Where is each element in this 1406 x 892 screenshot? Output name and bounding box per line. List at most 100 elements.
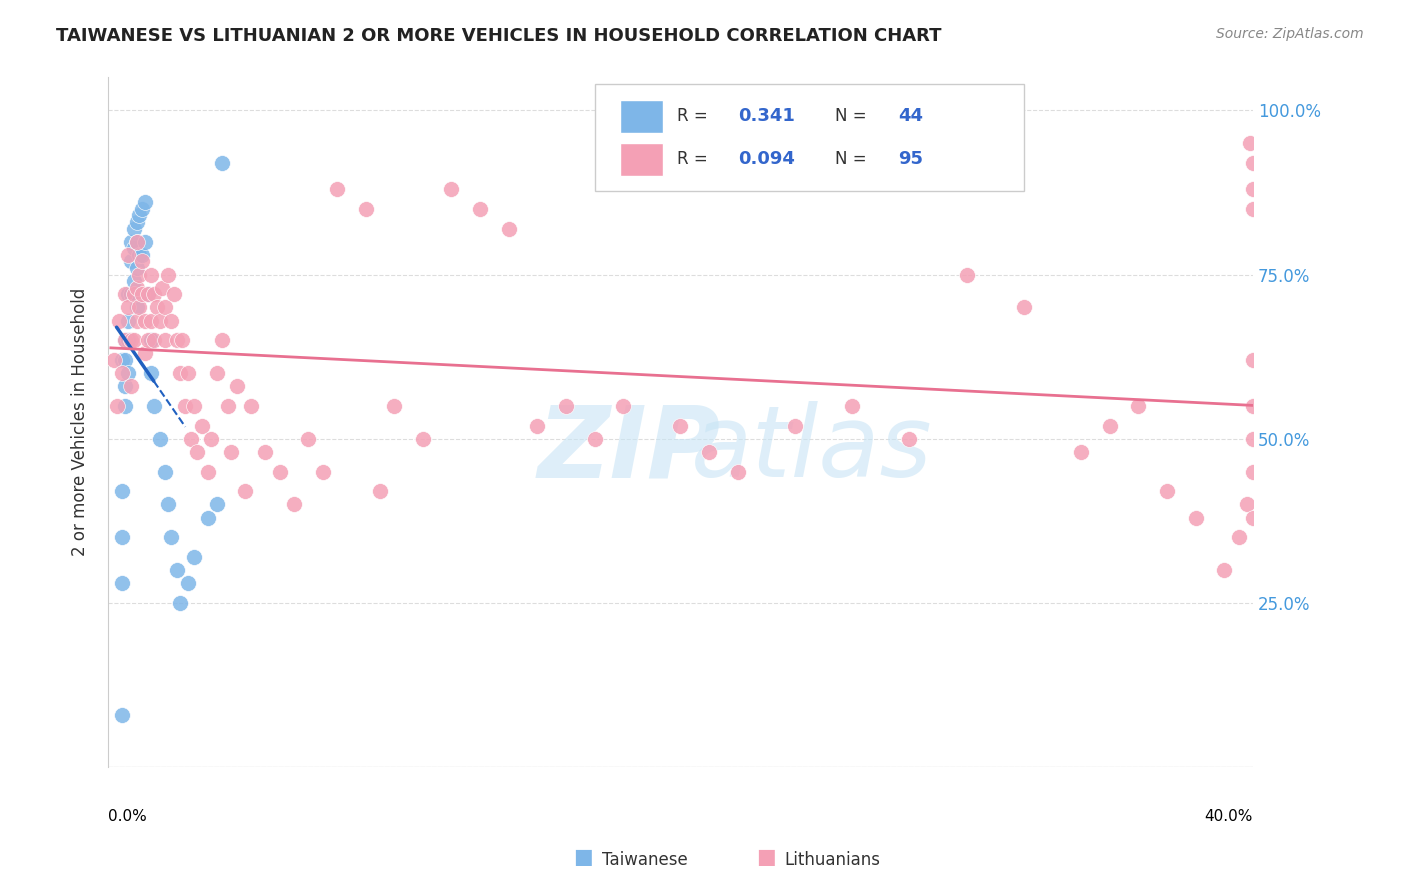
Text: N =: N = xyxy=(835,150,872,168)
Point xyxy=(254,445,277,459)
Point xyxy=(1012,301,1035,315)
Point xyxy=(120,287,142,301)
Point xyxy=(117,248,139,262)
Point xyxy=(1241,202,1264,216)
Point xyxy=(583,432,606,446)
Point xyxy=(125,235,148,249)
Point xyxy=(155,301,177,315)
Point xyxy=(122,333,145,347)
Point xyxy=(125,313,148,327)
Point xyxy=(197,465,219,479)
Point xyxy=(114,353,136,368)
Text: ■: ■ xyxy=(756,847,776,867)
Point xyxy=(412,432,434,446)
Text: 95: 95 xyxy=(898,150,922,168)
Point xyxy=(283,498,305,512)
Point xyxy=(526,418,548,433)
Point xyxy=(120,379,142,393)
Point xyxy=(125,260,148,275)
Point xyxy=(103,353,125,368)
Point xyxy=(134,313,156,327)
Text: 44: 44 xyxy=(898,107,922,125)
Point xyxy=(1128,399,1150,413)
Point xyxy=(111,707,134,722)
Point xyxy=(1241,353,1264,368)
Point xyxy=(1239,136,1261,150)
Point xyxy=(166,563,188,577)
Point xyxy=(150,281,173,295)
Text: TAIWANESE VS LITHUANIAN 2 OR MORE VEHICLES IN HOUSEHOLD CORRELATION CHART: TAIWANESE VS LITHUANIAN 2 OR MORE VEHICL… xyxy=(56,27,942,45)
Point xyxy=(131,202,153,216)
Point xyxy=(297,432,319,446)
Point xyxy=(177,366,200,380)
Point xyxy=(1098,418,1121,433)
Point xyxy=(105,399,128,413)
Point xyxy=(1156,484,1178,499)
Point xyxy=(111,366,134,380)
Point xyxy=(157,268,180,282)
Point xyxy=(120,254,142,268)
Point xyxy=(142,287,165,301)
Point xyxy=(125,301,148,315)
Point xyxy=(211,333,233,347)
Point xyxy=(956,268,979,282)
Point xyxy=(128,268,150,282)
Point xyxy=(139,268,162,282)
FancyBboxPatch shape xyxy=(595,85,1024,191)
Point xyxy=(111,530,134,544)
Point xyxy=(145,301,167,315)
Point xyxy=(326,182,349,196)
Point xyxy=(219,445,242,459)
Point xyxy=(136,287,159,301)
Point xyxy=(183,549,205,564)
Point xyxy=(172,333,194,347)
Point xyxy=(174,399,197,413)
Point xyxy=(155,465,177,479)
Y-axis label: 2 or more Vehicles in Household: 2 or more Vehicles in Household xyxy=(72,288,89,557)
Point xyxy=(898,432,921,446)
Point xyxy=(117,366,139,380)
Point xyxy=(120,235,142,249)
Point xyxy=(142,333,165,347)
Point xyxy=(177,576,200,591)
Point xyxy=(1241,182,1264,196)
Text: 40.0%: 40.0% xyxy=(1205,809,1253,823)
Point xyxy=(225,379,247,393)
Point xyxy=(1241,156,1264,170)
Point xyxy=(211,156,233,170)
Point xyxy=(114,399,136,413)
Point xyxy=(139,313,162,327)
Point xyxy=(1241,399,1264,413)
Text: Lithuanians: Lithuanians xyxy=(785,851,880,869)
Point xyxy=(468,202,491,216)
Point xyxy=(157,498,180,512)
Point xyxy=(311,465,333,479)
Point xyxy=(1241,465,1264,479)
Point xyxy=(134,195,156,210)
Point xyxy=(136,333,159,347)
Point xyxy=(122,287,145,301)
Point xyxy=(240,399,263,413)
Text: ■: ■ xyxy=(574,847,593,867)
Point xyxy=(841,399,863,413)
Text: 0.094: 0.094 xyxy=(738,150,794,168)
Point xyxy=(440,182,463,196)
Point xyxy=(111,353,134,368)
Text: R =: R = xyxy=(676,107,713,125)
Point xyxy=(269,465,291,479)
Point xyxy=(669,418,692,433)
Point xyxy=(131,287,153,301)
Point xyxy=(142,399,165,413)
Text: R =: R = xyxy=(676,150,713,168)
Point xyxy=(783,418,806,433)
Point xyxy=(122,274,145,288)
Point xyxy=(128,208,150,222)
Point xyxy=(117,287,139,301)
Point xyxy=(114,333,136,347)
Point xyxy=(122,241,145,255)
Point xyxy=(186,445,208,459)
Point xyxy=(139,333,162,347)
Point xyxy=(125,281,148,295)
Text: 0.0%: 0.0% xyxy=(108,809,146,823)
Point xyxy=(117,301,139,315)
